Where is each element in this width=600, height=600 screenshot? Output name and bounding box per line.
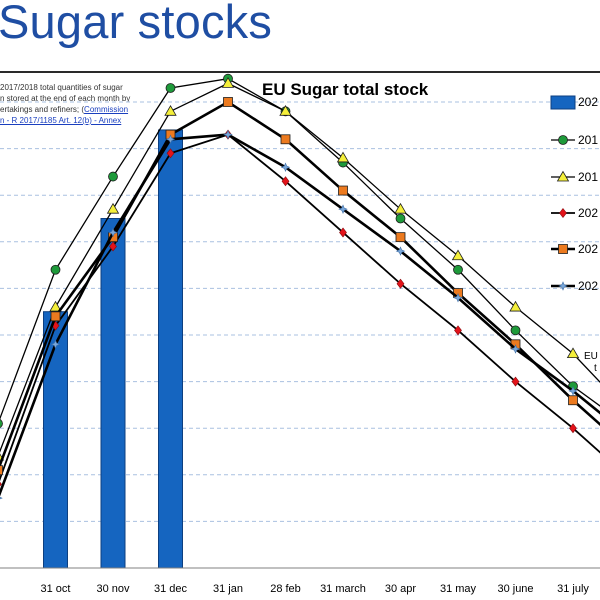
x-tick-label: 30 nov xyxy=(96,583,130,595)
point-triangle xyxy=(164,105,177,116)
legend-swatch-bar xyxy=(550,95,576,110)
point-square xyxy=(280,134,291,145)
point-circle xyxy=(50,264,61,275)
point-square xyxy=(568,395,578,406)
point-circle xyxy=(558,135,568,145)
legend-label: 202 xyxy=(578,279,598,293)
series-star xyxy=(0,129,600,500)
point-star xyxy=(280,162,291,173)
point-diamond xyxy=(109,241,117,252)
point-star xyxy=(568,386,578,396)
series-line xyxy=(0,100,600,469)
legend-label: 201 xyxy=(578,133,598,147)
x-tick-label: 31 oct xyxy=(41,583,71,595)
point-diamond xyxy=(559,208,567,218)
point-square xyxy=(0,465,3,476)
point-triangle xyxy=(106,202,120,214)
x-tick-label: 30 june xyxy=(497,583,533,595)
bar xyxy=(158,129,183,569)
point-diamond xyxy=(0,481,2,487)
point-star xyxy=(165,134,176,145)
gridlines xyxy=(0,101,600,522)
series-diamond xyxy=(0,129,600,487)
point-diamond xyxy=(454,325,462,336)
source-note-line: ertakings and refiners; (Commission xyxy=(0,104,150,115)
point-star xyxy=(338,204,348,214)
point-circle xyxy=(165,83,176,93)
legend: 202 201 201 202 202 202 xyxy=(550,95,598,293)
source-note-line: n stored at the end of each month by xyxy=(0,94,131,103)
legend-label: 201 xyxy=(578,170,598,184)
side-note-line: EU - xyxy=(584,351,600,362)
series-circle xyxy=(0,73,600,429)
x-tick-label: 31 jan xyxy=(213,583,243,595)
point-diamond xyxy=(569,423,577,434)
point-square xyxy=(395,232,406,243)
point-diamond xyxy=(166,148,175,159)
point-triangle xyxy=(221,77,235,88)
point-square xyxy=(50,311,61,322)
point-diamond xyxy=(511,376,520,387)
point-star xyxy=(0,496,3,500)
point-diamond xyxy=(281,176,290,187)
point-circle xyxy=(510,325,521,336)
side-note-line: t xyxy=(594,363,597,374)
x-tick-label: 31 july xyxy=(557,583,589,595)
point-triangle xyxy=(394,202,407,214)
point-star xyxy=(453,292,463,303)
point-circle xyxy=(108,171,118,182)
point-circle xyxy=(395,213,406,224)
source-note-line: 2017/2018 total quantities of sugar xyxy=(0,83,123,92)
series-line xyxy=(0,133,600,497)
point-square xyxy=(338,185,348,196)
series-line xyxy=(0,78,600,421)
point-star xyxy=(558,281,568,291)
chart-title: EU Sugar total stock xyxy=(262,80,429,99)
x-tick-label: 31 march xyxy=(320,583,366,595)
point-triangle xyxy=(509,300,522,312)
x-tick-label: 31 dec xyxy=(154,583,188,595)
point-circle xyxy=(453,264,463,275)
series-triangle xyxy=(0,77,600,461)
point-star xyxy=(223,129,233,140)
x-tick-label: 31 may xyxy=(440,583,477,595)
series-line xyxy=(0,82,600,453)
point-star xyxy=(510,344,521,354)
x-tick-label: 30 apr xyxy=(385,583,417,595)
series-line xyxy=(0,133,600,482)
point-triangle xyxy=(49,300,62,312)
x-tick-label: 28 feb xyxy=(270,583,301,595)
commission-link[interactable]: Commission xyxy=(84,105,129,114)
point-diamond xyxy=(339,227,347,238)
point-star xyxy=(50,339,61,350)
title-divider xyxy=(0,71,600,73)
point-triangle xyxy=(451,249,465,261)
source-note-text: ertakings and refiners; ( xyxy=(0,105,85,114)
point-triangle xyxy=(566,347,580,359)
point-triangle xyxy=(336,151,350,163)
series-square xyxy=(0,97,600,476)
point-triangle xyxy=(279,105,292,116)
regulation-link[interactable]: n - R 2017/1185 Art. 12(b) - Annex xyxy=(0,116,122,125)
source-note: 2017/2018 total quantities of sugar n st… xyxy=(0,82,150,126)
legend-label: 202 xyxy=(578,95,598,109)
point-star xyxy=(395,246,406,256)
legend-label: 202 xyxy=(578,242,598,256)
bar xyxy=(100,218,126,569)
point-square xyxy=(223,97,233,107)
point-triangle xyxy=(556,170,570,182)
legend-label: 202 xyxy=(578,206,598,220)
point-square xyxy=(558,244,568,254)
point-star xyxy=(108,227,118,238)
point-circle xyxy=(0,419,3,429)
slide-title: Sugar stocks xyxy=(0,0,273,48)
point-diamond xyxy=(396,278,405,289)
